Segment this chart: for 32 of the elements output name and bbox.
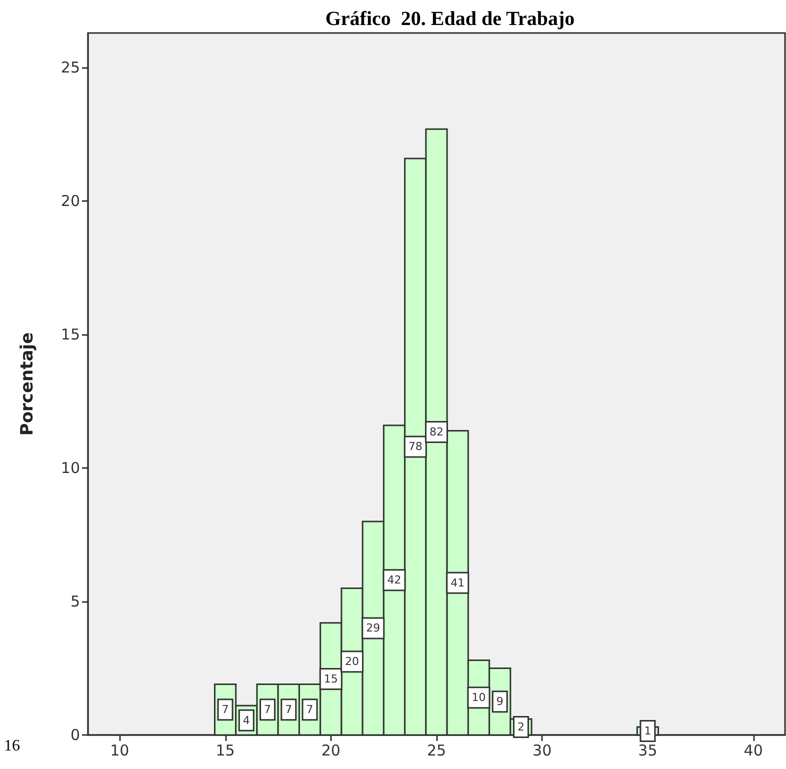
annotation: 7 — [306, 703, 314, 716]
x-tick-label: 30 — [532, 742, 552, 760]
y-tick-label: 20 — [60, 192, 80, 210]
annotation: 7 — [285, 703, 292, 716]
annotation: 29 — [366, 622, 380, 635]
annotation: 15 — [324, 672, 338, 686]
text: 16 — [4, 738, 20, 754]
annotation: 7 — [264, 703, 272, 716]
annotation: 10 — [472, 691, 486, 704]
x-tick-label: 40 — [744, 742, 763, 760]
annotation: 82 — [430, 426, 444, 439]
chart-title: Gráfico 20. Edad de Trabajo — [325, 8, 575, 30]
y-tick-label: 10 — [60, 459, 80, 478]
x-tick-label: 35 — [638, 742, 658, 760]
annotation: 2 — [517, 720, 524, 734]
y-axis-title: Porcentaje — [18, 332, 38, 436]
annotation: 20 — [345, 655, 360, 668]
annotation: 42 — [387, 574, 402, 587]
x-tick-label: 10 — [110, 742, 130, 760]
annotation: 1 — [644, 724, 652, 738]
annotation: 41 — [450, 576, 465, 590]
x-tick-label: 25 — [426, 742, 446, 760]
annotation: 78 — [408, 440, 422, 454]
y-tick-label: 15 — [60, 326, 80, 344]
x-tick-label: 15 — [216, 742, 235, 760]
y-tick-label: 0 — [70, 726, 80, 744]
annotation: 7 — [222, 703, 229, 716]
y-tick-label: 5 — [70, 592, 80, 611]
annotation: 4 — [242, 714, 250, 727]
y-tick-label: 25 — [60, 58, 80, 77]
x-tick-label: 20 — [321, 742, 340, 760]
annotation: 9 — [496, 695, 504, 708]
